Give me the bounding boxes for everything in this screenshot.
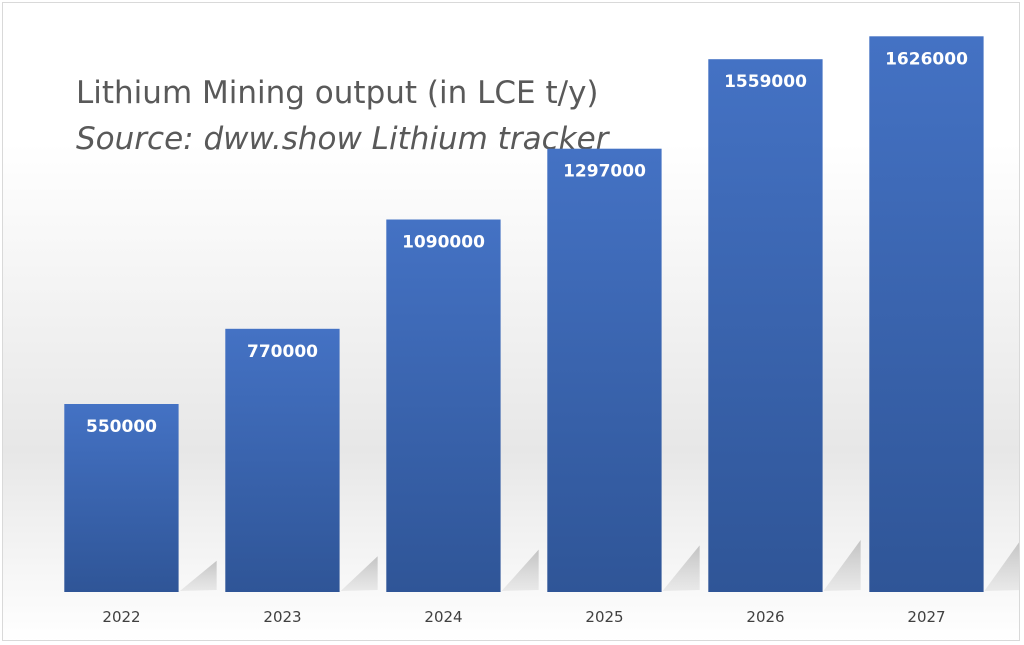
bar-2027 bbox=[869, 36, 984, 593]
bar-shadow bbox=[822, 540, 861, 592]
data-label-2025: 1297000 bbox=[563, 162, 646, 182]
bar-2024 bbox=[386, 219, 501, 592]
x-tick-label-2027: 2027 bbox=[907, 608, 945, 626]
bar-2025 bbox=[547, 148, 662, 592]
x-tick-label-2026: 2026 bbox=[746, 608, 784, 626]
x-tick-label-2022: 2022 bbox=[102, 608, 140, 626]
x-tick-label-2024: 2024 bbox=[424, 608, 462, 626]
data-labels-layer: 550000 770000 1090000 1297000 1559000 1626000 bbox=[86, 49, 968, 437]
x-axis-ticks: 2022 2023 2024 2025 2026 2027 bbox=[102, 608, 945, 626]
data-label-2024: 1090000 bbox=[402, 233, 485, 253]
x-tick-label-2023: 2023 bbox=[263, 608, 301, 626]
bars-layer bbox=[64, 36, 984, 593]
bar-2022 bbox=[64, 404, 179, 592]
data-label-2026: 1559000 bbox=[724, 72, 807, 92]
bar-shadow bbox=[339, 556, 378, 592]
bar-shadow bbox=[500, 549, 539, 592]
data-label-2027: 1626000 bbox=[885, 49, 968, 69]
data-label-2022: 550000 bbox=[86, 417, 157, 437]
bar-shadow bbox=[178, 560, 217, 592]
bar-2023 bbox=[225, 328, 340, 592]
chart-subtitle: Source: dww.show Lithium tracker bbox=[76, 121, 611, 157]
x-tick-label-2025: 2025 bbox=[585, 608, 623, 626]
bar-chart: Lithium Mining output (in LCE t/y) Sourc… bbox=[3, 3, 1019, 640]
bar-2026 bbox=[708, 59, 823, 592]
bar-shadow bbox=[983, 542, 1019, 592]
chart-title: Lithium Mining output (in LCE t/y) bbox=[76, 75, 599, 111]
data-label-2023: 770000 bbox=[247, 342, 318, 362]
shadow-layer bbox=[178, 540, 1019, 592]
bar-shadow bbox=[661, 545, 700, 592]
